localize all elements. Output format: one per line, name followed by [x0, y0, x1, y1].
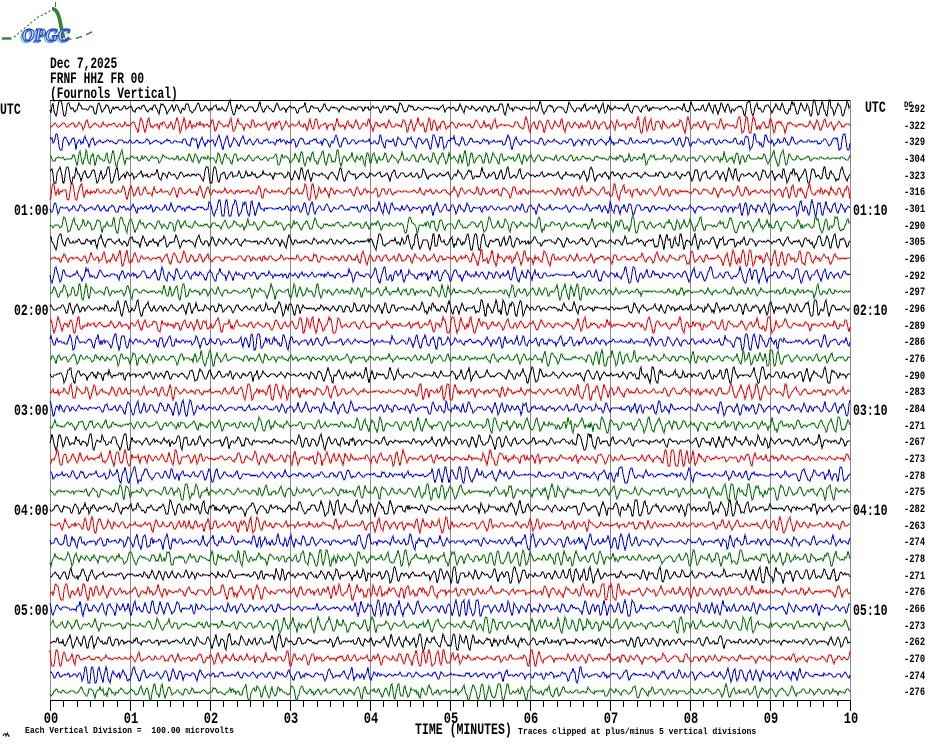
- svg-text:OPGC: OPGC: [21, 27, 69, 47]
- svg-text:OPGC: OPGC: [22, 25, 70, 45]
